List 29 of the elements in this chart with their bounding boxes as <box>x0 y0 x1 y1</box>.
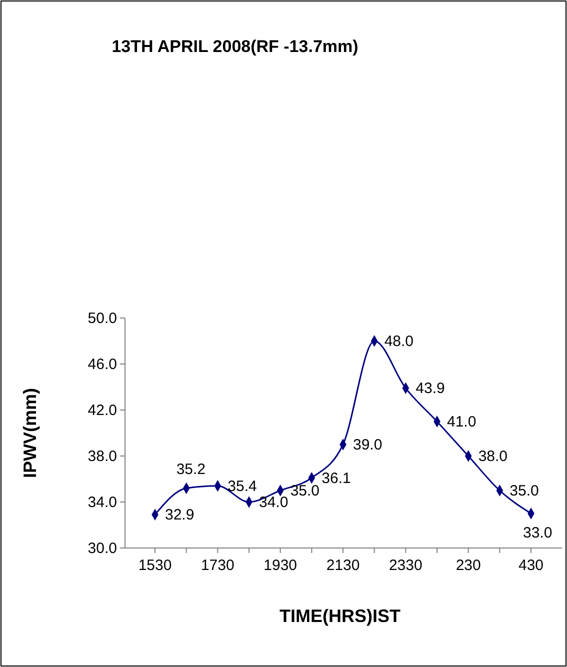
data-label: 35.0 <box>290 482 320 500</box>
y-tick-label: 30.0 <box>88 540 117 557</box>
data-label: 35.2 <box>176 461 206 478</box>
data-label: 33.0 <box>523 524 552 542</box>
x-tick-label: 1730 <box>200 557 234 574</box>
x-tick-label: 230 <box>456 557 481 574</box>
y-tick-label: 38.0 <box>88 448 117 465</box>
x-tick-label: 1930 <box>264 557 298 574</box>
x-tick-label: 2330 <box>388 557 422 574</box>
x-tick-label: 1530 <box>138 557 172 574</box>
data-label: 35.4 <box>228 478 257 495</box>
data-label: 35.0 <box>510 482 539 500</box>
data-label: 48.0 <box>384 333 414 350</box>
y-tick-label: 34.0 <box>88 494 117 511</box>
data-label: 32.9 <box>165 506 194 524</box>
x-tick-label: 430 <box>518 557 544 574</box>
y-tick-label: 46.0 <box>88 356 117 373</box>
y-axis-title: IPWV(mm) <box>20 388 40 478</box>
x-tick-label: 2130 <box>326 557 360 574</box>
data-label: 43.9 <box>416 380 445 398</box>
data-label: 41.0 <box>447 414 476 430</box>
y-tick-label: 42.0 <box>88 402 117 419</box>
x-axis-title: TIME(HRS)IST <box>280 606 400 626</box>
chart-title: 13TH APRIL 2008(RF -13.7mm) <box>112 37 358 56</box>
data-label: 36.1 <box>322 470 351 487</box>
data-label: 39.0 <box>353 436 382 454</box>
data-label: 34.0 <box>259 494 288 511</box>
y-tick-label: 50.0 <box>88 310 117 327</box>
data-label: 38.0 <box>478 448 508 465</box>
